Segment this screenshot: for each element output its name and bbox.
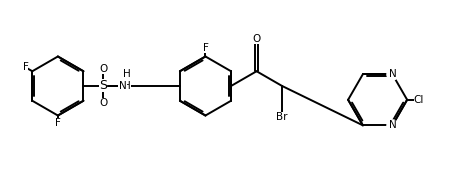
Text: F: F — [55, 118, 61, 128]
Text: Br: Br — [276, 112, 288, 122]
Text: H: H — [123, 69, 130, 79]
Text: O: O — [253, 34, 260, 44]
Text: N: N — [389, 69, 396, 79]
Text: O: O — [99, 98, 107, 108]
Text: N: N — [119, 81, 127, 91]
Text: N: N — [389, 120, 396, 130]
Text: H: H — [123, 81, 130, 91]
Text: F: F — [22, 62, 28, 72]
Text: F: F — [203, 43, 208, 53]
Text: Cl: Cl — [414, 95, 424, 105]
Text: S: S — [99, 79, 107, 93]
Text: O: O — [99, 64, 107, 74]
